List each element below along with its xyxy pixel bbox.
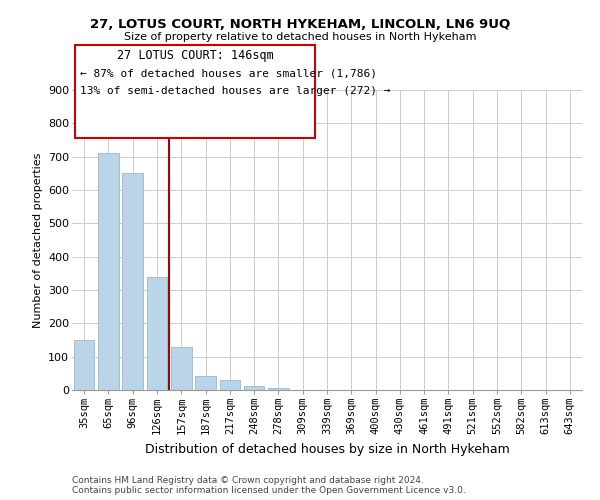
Text: Contains public sector information licensed under the Open Government Licence v3: Contains public sector information licen… bbox=[72, 486, 466, 495]
Text: ← 87% of detached houses are smaller (1,786): ← 87% of detached houses are smaller (1,… bbox=[80, 68, 377, 78]
Bar bbox=[146, 276, 167, 390]
Y-axis label: Number of detached properties: Number of detached properties bbox=[32, 152, 43, 328]
Text: Size of property relative to detached houses in North Hykeham: Size of property relative to detached ho… bbox=[124, 32, 476, 42]
Bar bbox=[268, 388, 289, 390]
Bar bbox=[98, 154, 119, 390]
Text: 13% of semi-detached houses are larger (272) →: 13% of semi-detached houses are larger (… bbox=[80, 86, 391, 96]
Bar bbox=[74, 340, 94, 390]
Bar bbox=[171, 346, 191, 390]
Text: Contains HM Land Registry data © Crown copyright and database right 2024.: Contains HM Land Registry data © Crown c… bbox=[72, 476, 424, 485]
Bar bbox=[244, 386, 265, 390]
Bar bbox=[122, 174, 143, 390]
Text: 27 LOTUS COURT: 146sqm: 27 LOTUS COURT: 146sqm bbox=[116, 49, 274, 62]
Bar bbox=[220, 380, 240, 390]
Bar bbox=[195, 376, 216, 390]
Text: 27, LOTUS COURT, NORTH HYKEHAM, LINCOLN, LN6 9UQ: 27, LOTUS COURT, NORTH HYKEHAM, LINCOLN,… bbox=[90, 18, 510, 30]
X-axis label: Distribution of detached houses by size in North Hykeham: Distribution of detached houses by size … bbox=[145, 443, 509, 456]
